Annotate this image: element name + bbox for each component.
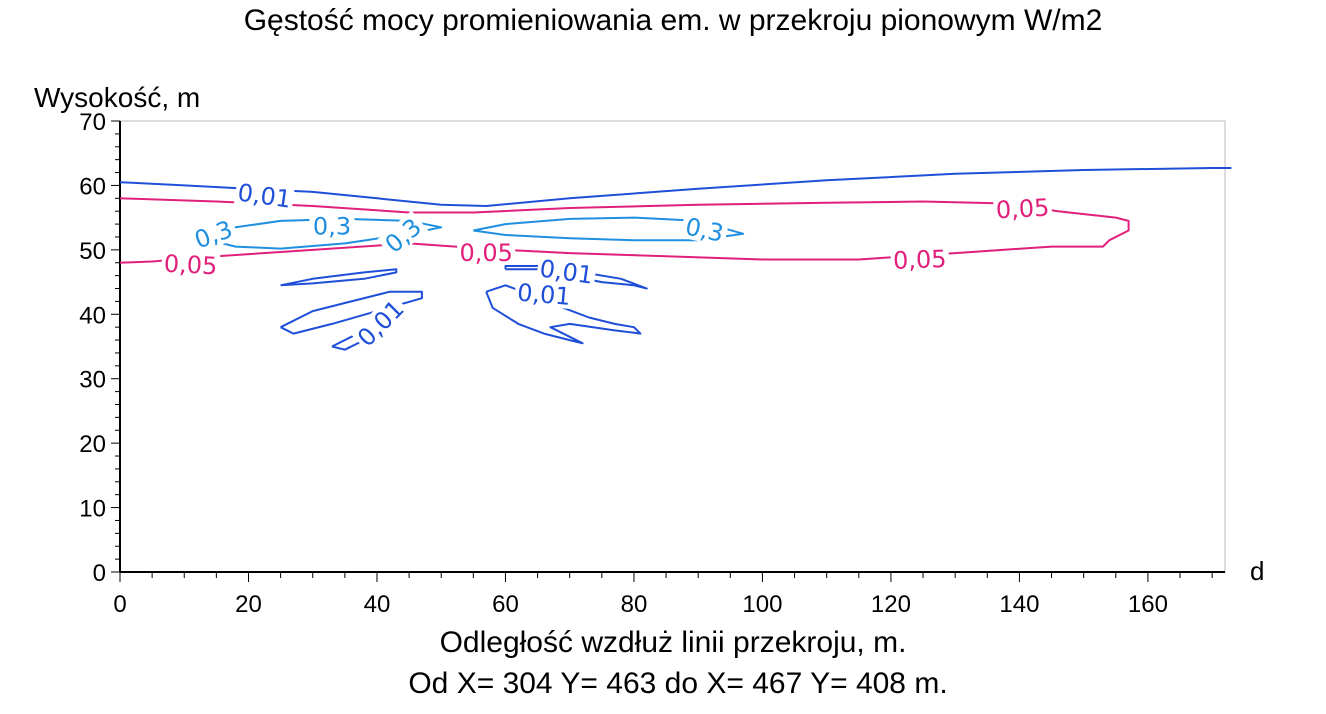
contour-line-0-01 <box>280 290 423 335</box>
contour-label-group: 0,05 <box>992 193 1053 225</box>
x-tick-label: 0 <box>113 591 126 618</box>
x-tick-label: 140 <box>999 591 1039 618</box>
contour-label-bg <box>992 193 1053 223</box>
y-tick-label: 40 <box>79 302 106 329</box>
x-tick-label: 60 <box>492 591 519 618</box>
y-tick-label: 0 <box>93 560 106 587</box>
chart-subtitle: Od X= 304 Y= 463 do X= 467 Y= 408 m. <box>408 667 948 700</box>
contour-label-group: 0,3 <box>309 212 355 240</box>
x-axis-label: Odległość wzdłuż linii przekroju, m. <box>439 626 907 659</box>
contour-label: 0,3 <box>313 212 351 240</box>
contour-line-0-3 <box>473 216 745 242</box>
contour-label: 0,01 <box>516 278 572 311</box>
contour-label-bg <box>513 278 575 310</box>
contour-label-bg <box>377 210 429 260</box>
contour-label-group: 0,3 <box>187 213 239 254</box>
contour-label-group: 0,3 <box>377 210 429 260</box>
contour-label: 0,05 <box>459 239 512 267</box>
contour-label: 0,05 <box>893 245 947 275</box>
contour-label-group: 0,01 <box>233 178 296 214</box>
contour-label-bg <box>890 244 950 273</box>
contour-line-0-05 <box>119 197 1130 264</box>
contour-label-group: 0,05 <box>890 244 950 275</box>
chart-title: Gęstość mocy promieniowania em. w przekr… <box>243 4 1103 37</box>
y-tick-label: 70 <box>79 109 106 136</box>
x-tick-label: 20 <box>235 591 262 618</box>
x-tick-label: 40 <box>364 591 391 618</box>
x-axis-end-label: d <box>1250 556 1264 586</box>
y-tick-label: 60 <box>79 173 106 200</box>
contour-label-bg <box>233 178 296 213</box>
contour-label: 0,05 <box>995 194 1050 225</box>
contour-label: 0,3 <box>683 213 726 248</box>
contour-label-group: 0,05 <box>161 249 221 281</box>
contour-label-group: 0,01 <box>350 293 410 353</box>
contour-line-0-01 <box>280 268 398 287</box>
y-ticks: 0 10 20 30 40 50 60 70 <box>79 109 120 587</box>
contour-label-bg <box>309 212 355 239</box>
contour-label: 0,05 <box>163 250 218 281</box>
contour-label-bg <box>535 254 598 289</box>
contour-label: 0,01 <box>236 179 293 214</box>
contour-labels: 0,010,010,010,010,050,05 0,05 0,050,3 0,3 0,… <box>161 178 1053 353</box>
contour-label-bg <box>679 211 730 247</box>
y-axis-label: Wysokość, m <box>34 82 201 113</box>
y-tick-label: 10 <box>79 496 106 523</box>
x-ticks: 0 20 40 60 80 100 120 140 160 <box>113 572 1213 618</box>
x-tick-label: 120 <box>871 591 911 618</box>
x-tick-label: 160 <box>1128 591 1168 618</box>
y-tick-label: 20 <box>79 431 106 458</box>
x-tick-label: 100 <box>742 591 782 618</box>
contour-label-bg <box>350 293 410 353</box>
x-tick-label: 80 <box>621 591 648 618</box>
contour-label-bg <box>457 238 516 265</box>
contour-label-bg <box>161 249 221 279</box>
y-tick-label: 30 <box>79 367 106 394</box>
contour-label-group: 0,05 <box>457 238 516 267</box>
contour-label-bg <box>187 213 239 254</box>
y-tick-label: 50 <box>79 238 106 265</box>
contour-label-group: 0,01 <box>513 278 575 311</box>
contour-label-group: 0,3 <box>679 211 730 248</box>
